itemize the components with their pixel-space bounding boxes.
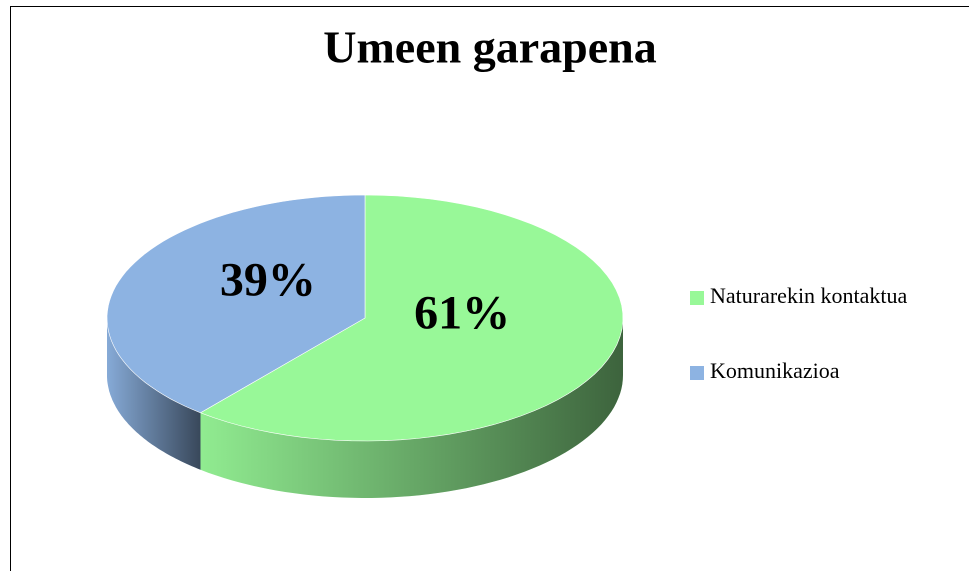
legend-label: Komunikazioa bbox=[710, 358, 840, 383]
slice bbox=[106, 194, 366, 414]
data-label: 39% bbox=[220, 253, 316, 306]
data-label: 61% bbox=[414, 287, 510, 340]
chart-title: Umeen garapena bbox=[323, 22, 656, 73]
legend-label: Naturarekin kontaktua bbox=[710, 283, 908, 308]
slice bbox=[199, 194, 624, 442]
side-shade bbox=[200, 318, 623, 498]
side-shade bbox=[107, 318, 201, 470]
legend-swatch bbox=[690, 366, 704, 380]
legend-swatch bbox=[690, 291, 704, 305]
